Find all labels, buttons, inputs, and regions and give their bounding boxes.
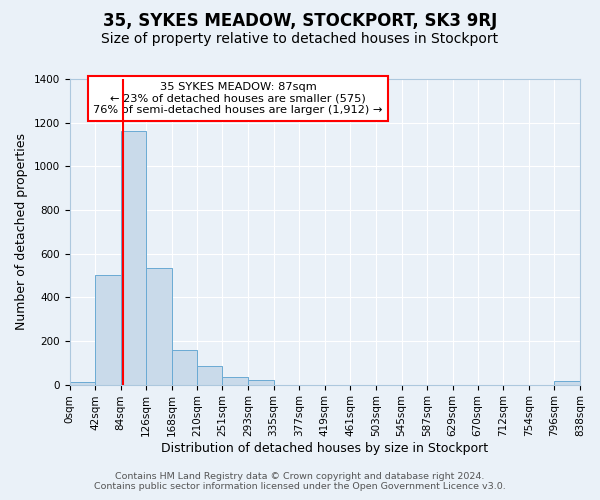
- Bar: [95, 276, 121, 384]
- Y-axis label: Number of detached properties: Number of detached properties: [15, 134, 28, 330]
- Text: 35 SYKES MEADOW: 87sqm
← 23% of detached houses are smaller (575)
76% of semi-de: 35 SYKES MEADOW: 87sqm ← 23% of detached…: [93, 82, 383, 116]
- Bar: [197, 366, 223, 384]
- Bar: [223, 377, 248, 384]
- Bar: [146, 268, 172, 384]
- Text: 35, SYKES MEADOW, STOCKPORT, SK3 9RJ: 35, SYKES MEADOW, STOCKPORT, SK3 9RJ: [103, 12, 497, 30]
- Text: Size of property relative to detached houses in Stockport: Size of property relative to detached ho…: [101, 32, 499, 46]
- Bar: [121, 132, 146, 384]
- Bar: [70, 382, 95, 384]
- Text: Contains HM Land Registry data © Crown copyright and database right 2024.
Contai: Contains HM Land Registry data © Crown c…: [94, 472, 506, 491]
- Bar: [554, 382, 580, 384]
- Bar: [172, 350, 197, 384]
- Bar: [248, 380, 274, 384]
- X-axis label: Distribution of detached houses by size in Stockport: Distribution of detached houses by size …: [161, 442, 488, 455]
